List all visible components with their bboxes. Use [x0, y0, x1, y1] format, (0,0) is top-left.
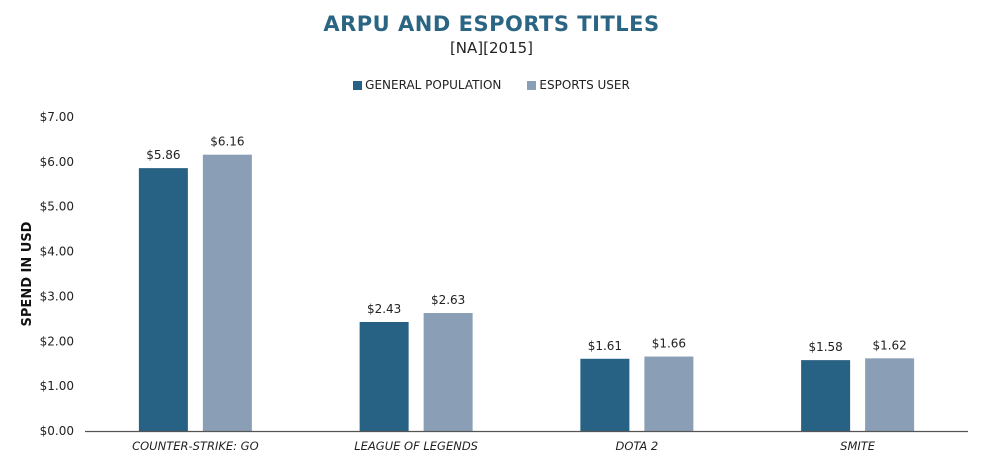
- y-tick-label: $3.00: [40, 289, 74, 303]
- legend-item-esports-user: ESPORTS USER: [527, 78, 630, 92]
- legend-label-general-population: GENERAL POPULATION: [365, 78, 502, 92]
- y-tick-label: $0.00: [40, 424, 74, 438]
- chart-title: ARPU AND ESPORTS TITLES: [323, 12, 660, 36]
- data-label: $2.43: [367, 302, 401, 316]
- legend-swatch-esports-user: [527, 80, 537, 90]
- data-label: $6.16: [210, 135, 244, 149]
- bar-general-population: [138, 168, 188, 431]
- y-axis-ticks: $0.00 $1.00 $2.00 $3.00 $4.00 $5.00 $6.00 $7.00: [40, 110, 74, 438]
- x-category-label: SMITE: [840, 439, 876, 453]
- data-label: $2.63: [431, 293, 465, 307]
- bar-esports-user: [202, 154, 252, 431]
- bar-general-population: [801, 360, 851, 431]
- legend-item-general-population: GENERAL POPULATION: [353, 78, 501, 92]
- bar-esports-user: [644, 356, 694, 431]
- data-label: $1.61: [588, 339, 622, 353]
- bar-esports-user: [423, 313, 473, 431]
- bar-esports-user: [865, 358, 915, 431]
- x-category-label: COUNTER-STRIKE: GO: [132, 439, 259, 453]
- y-tick-label: $5.00: [40, 200, 74, 214]
- y-tick-label: $2.00: [40, 334, 74, 348]
- bar-general-population: [580, 358, 630, 431]
- x-axis-categories: COUNTER-STRIKE: GO LEAGUE OF LEGENDS DOTA …: [132, 439, 876, 453]
- data-label: $1.66: [652, 337, 686, 351]
- legend-label-esports-user: ESPORTS USER: [539, 78, 630, 92]
- data-labels: $5.86 $6.16 $2.43 $2.63 $1.61 $1.66 $1.58 $1.62: [146, 135, 907, 354]
- data-label: $1.62: [872, 338, 906, 352]
- x-category-label: LEAGUE OF LEGENDS: [354, 439, 478, 453]
- y-tick-label: $1.00: [40, 379, 74, 393]
- x-category-label: DOTA 2: [616, 439, 659, 453]
- data-label: $5.86: [146, 148, 180, 162]
- legend-swatch-general-population: [353, 80, 363, 90]
- y-tick-label: $6.00: [40, 155, 74, 169]
- y-axis-label: SPEND IN USD: [20, 221, 35, 326]
- y-tick-label: $4.00: [40, 245, 74, 259]
- y-tick-label: $7.00: [40, 110, 74, 124]
- chart-subtitle: [NA][2015]: [449, 39, 534, 57]
- data-label: $1.58: [808, 340, 842, 354]
- bars: [138, 154, 915, 431]
- legend: GENERAL POPULATION ESPORTS USER: [0, 78, 983, 92]
- bar-general-population: [359, 321, 409, 431]
